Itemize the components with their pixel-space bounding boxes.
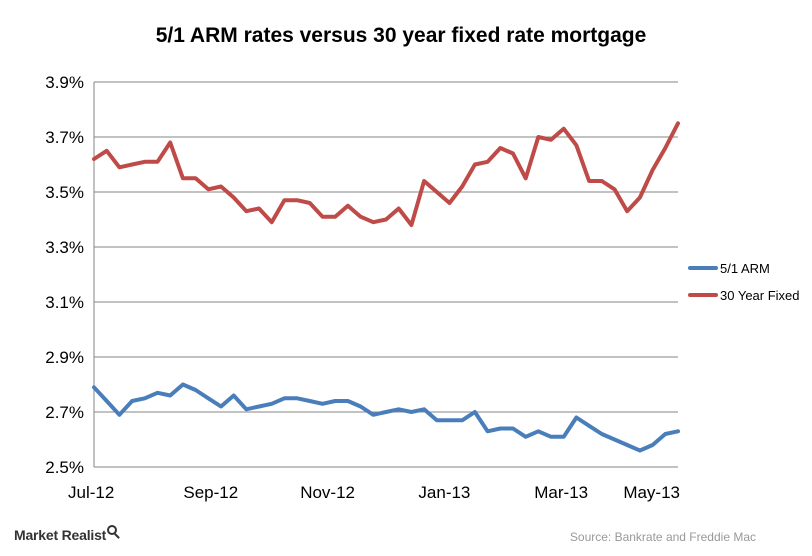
- magnifier-icon: [107, 525, 118, 535]
- y-tick-label: 3.1%: [45, 293, 84, 312]
- y-tick-label: 2.9%: [45, 348, 84, 367]
- legend: 5/1 ARM 30 Year Fixed: [688, 261, 800, 303]
- series-line-0: [92, 382, 680, 453]
- brand-name: Market Realist: [14, 527, 107, 543]
- x-tick-label: Nov-12: [300, 483, 355, 502]
- y-tick-label: 3.5%: [45, 183, 84, 202]
- series-line-1: [92, 121, 680, 227]
- series-lines: [92, 121, 680, 453]
- y-axis-ticks: 3.9% 3.7% 3.5% 3.3% 3.1% 2.9% 2.7% 2.5%: [45, 73, 84, 477]
- y-tick-label: 3.7%: [45, 128, 84, 147]
- legend-label: 30 Year Fixed: [720, 288, 800, 303]
- axes: [93, 82, 678, 468]
- x-axis-ticks: Jul-12 Sep-12 Nov-12 Jan-13 Mar-13 May-13: [68, 483, 680, 502]
- y-tick-label: 2.5%: [45, 458, 84, 477]
- x-tick-label: Jan-13: [418, 483, 470, 502]
- x-tick-label: Jul-12: [68, 483, 114, 502]
- y-tick-label: 2.7%: [45, 403, 84, 422]
- chart-title: 5/1 ARM rates versus 30 year fixed rate …: [156, 24, 647, 47]
- source-note: Source: Bankrate and Freddie Mac: [569, 530, 756, 544]
- x-tick-label: May-13: [623, 483, 680, 502]
- y-tick-label: 3.3%: [45, 238, 84, 257]
- x-tick-label: Sep-12: [183, 483, 238, 502]
- x-tick-label: Mar-13: [534, 483, 588, 502]
- y-tick-label: 3.9%: [45, 73, 84, 92]
- brand-logo: Market Realist: [14, 525, 118, 543]
- gridlines: [94, 81, 678, 413]
- legend-label: 5/1 ARM: [720, 261, 770, 276]
